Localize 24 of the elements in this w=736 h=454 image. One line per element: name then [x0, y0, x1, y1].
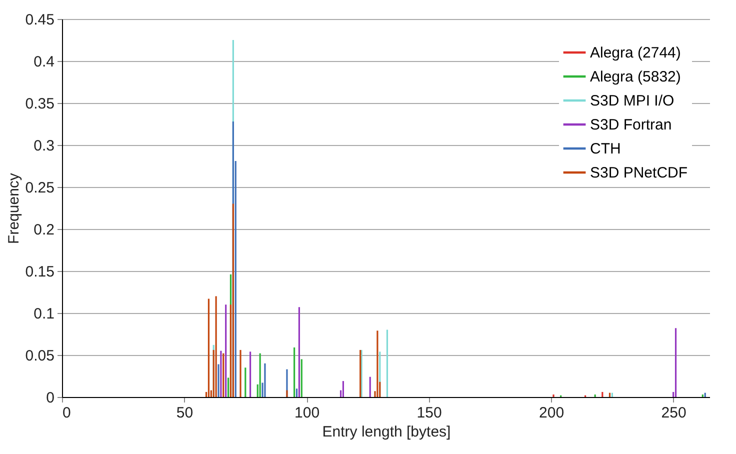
y-tick-label: 0.45 — [25, 12, 54, 28]
x-tick-label: 100 — [294, 404, 320, 422]
x-tick-label: 150 — [416, 404, 442, 422]
y-tick-label: 0.15 — [25, 264, 54, 280]
y-tick-label: 0.25 — [25, 180, 54, 196]
legend-label: Alegra (5832) — [590, 68, 681, 86]
x-axis-title: Entry length [bytes] — [322, 424, 451, 440]
x-tick-label: 250 — [661, 404, 686, 422]
y-tick-label: 0.1 — [34, 306, 54, 322]
x-tick-label: 200 — [539, 404, 564, 422]
y-tick-label: 0.05 — [25, 348, 54, 364]
legend-label: S3D PNetCDF — [590, 164, 688, 182]
y-tick-label: 0.3 — [34, 138, 54, 154]
x-tick-label: 50 — [176, 404, 194, 422]
legend-label: CTH — [590, 140, 621, 158]
y-tick-label: 0.2 — [34, 222, 54, 238]
legend-label: S3D MPI I/O — [590, 92, 674, 110]
y-tick-label: 0.35 — [25, 96, 54, 112]
legend-label: Alegra (2744) — [590, 44, 681, 62]
x-tick-label: 0 — [62, 404, 71, 422]
legend-label: S3D Fortran — [590, 116, 672, 134]
y-axis-title: Frequency — [5, 172, 22, 244]
y-tick-label: 0 — [46, 390, 54, 406]
y-tick-label: 0.4 — [34, 54, 54, 70]
